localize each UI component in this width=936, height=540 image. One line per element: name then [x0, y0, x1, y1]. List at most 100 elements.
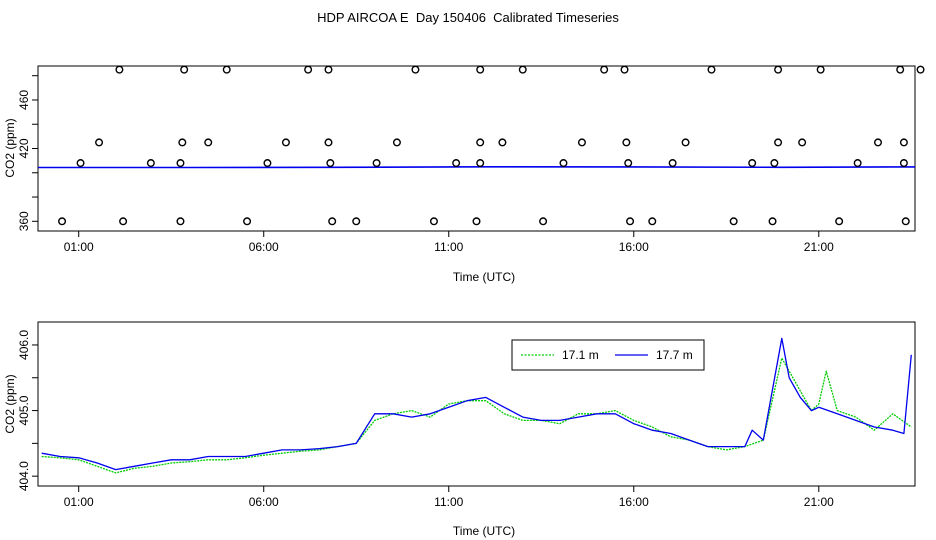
data-point — [816, 65, 825, 74]
data-point — [835, 217, 844, 226]
plot-frame-bottom — [37, 321, 916, 487]
y-axis-title-bottom: CO2 (ppm) — [3, 374, 17, 433]
x-tick-label: 11:00 — [434, 240, 463, 254]
data-point — [429, 217, 438, 226]
data-point — [600, 65, 609, 74]
y-tick-label: 360 — [17, 211, 31, 231]
data-point — [372, 159, 381, 168]
legend-box — [511, 339, 705, 371]
data-point — [768, 217, 777, 226]
x-tick-label: 06:00 — [249, 240, 279, 254]
panel-top-scatter: Time (UTC) CO2 (ppm) 01:00 06:00 11:00 16:0… — [3, 65, 925, 284]
y-axis-bottom: 404.0 405.0 406.0 — [17, 330, 38, 491]
data-point — [472, 217, 481, 226]
chart-title: HDP AIRCOA E Day 150406 Calibrated Times… — [317, 10, 619, 25]
legend-label-green: 17.1 m — [562, 348, 599, 362]
data-point — [204, 138, 213, 147]
data-point — [901, 217, 910, 226]
data-point — [146, 159, 155, 168]
data-point — [328, 217, 337, 226]
data-point — [559, 159, 568, 168]
x-axis-title-bottom: Time (UTC) — [453, 524, 515, 538]
data-point — [95, 138, 104, 147]
data-point — [176, 217, 185, 226]
data-point — [681, 138, 690, 147]
data-point — [476, 65, 485, 74]
data-point — [304, 65, 313, 74]
x-axis-bottom: 01:00 06:00 11:00 16:00 21:00 — [64, 486, 834, 509]
series-line-1 — [38, 166, 916, 169]
data-point — [624, 159, 633, 168]
series-group-top — [38, 166, 916, 169]
data-point — [620, 65, 629, 74]
y-tick-label: 405.0 — [17, 395, 31, 425]
data-point — [626, 217, 635, 226]
data-point — [518, 65, 527, 74]
x-axis-title-top: Time (UTC) — [453, 270, 515, 284]
data-point — [798, 138, 807, 147]
data-point — [324, 138, 333, 147]
data-point — [352, 217, 361, 226]
data-point — [774, 65, 783, 74]
y-tick-label: 420 — [17, 138, 31, 158]
data-point — [411, 65, 420, 74]
data-point — [896, 65, 905, 74]
y-axis-top: 360 420 460 — [17, 75, 38, 231]
y-axis-title-top: CO2 (ppm) — [3, 118, 17, 177]
data-point — [498, 138, 507, 147]
series-line-17-7-m — [41, 337, 912, 471]
x-tick-label: 01:00 — [64, 495, 94, 509]
x-axis-top: 01:00 06:00 11:00 16:00 21:00 — [64, 231, 834, 254]
data-point — [281, 138, 290, 147]
data-point — [452, 159, 461, 168]
data-point — [853, 159, 862, 168]
x-tick-label: 01:00 — [64, 240, 94, 254]
data-point — [222, 65, 231, 74]
data-point — [774, 138, 783, 147]
data-point — [622, 138, 631, 147]
data-point — [324, 65, 333, 74]
x-tick-label: 06:00 — [249, 495, 279, 509]
data-point — [770, 159, 779, 168]
data-point — [648, 217, 657, 226]
data-point — [577, 138, 586, 147]
data-point — [707, 65, 716, 74]
data-point — [916, 65, 925, 74]
data-point — [326, 159, 335, 168]
x-tick-label: 16:00 — [619, 495, 649, 509]
data-point — [539, 217, 548, 226]
points-group-top — [58, 65, 925, 226]
series-line-17-1-m — [41, 357, 912, 474]
data-point — [119, 217, 128, 226]
data-point — [263, 159, 272, 168]
x-tick-label: 16:00 — [619, 240, 649, 254]
data-point — [899, 159, 908, 168]
data-point — [668, 159, 677, 168]
legend-label-blue: 17.7 m — [656, 348, 693, 362]
data-point — [873, 138, 882, 147]
y-tick-label: 460 — [17, 90, 31, 110]
data-point — [476, 138, 485, 147]
y-tick-label: 404.0 — [17, 461, 31, 491]
x-tick-label: 21:00 — [804, 495, 834, 509]
plot-frame-top — [37, 65, 916, 232]
data-point — [76, 159, 85, 168]
data-point — [176, 159, 185, 168]
data-point — [178, 138, 187, 147]
data-point — [392, 138, 401, 147]
data-point — [180, 65, 189, 74]
x-tick-label: 21:00 — [804, 240, 834, 254]
panel-bottom-lines: Time (UTC) CO2 (ppm) 01:00 06:00 11:00 16:0… — [3, 321, 916, 538]
data-point — [729, 217, 738, 226]
data-point — [899, 138, 908, 147]
data-point — [243, 217, 252, 226]
data-point — [748, 159, 757, 168]
x-tick-label: 11:00 — [434, 495, 463, 509]
legend: 17.1 m 17.7 m — [511, 339, 705, 371]
data-point — [58, 217, 67, 226]
y-tick-label: 406.0 — [17, 330, 31, 360]
data-point — [476, 159, 485, 168]
series-group-bottom — [41, 337, 912, 474]
data-point — [115, 65, 124, 74]
